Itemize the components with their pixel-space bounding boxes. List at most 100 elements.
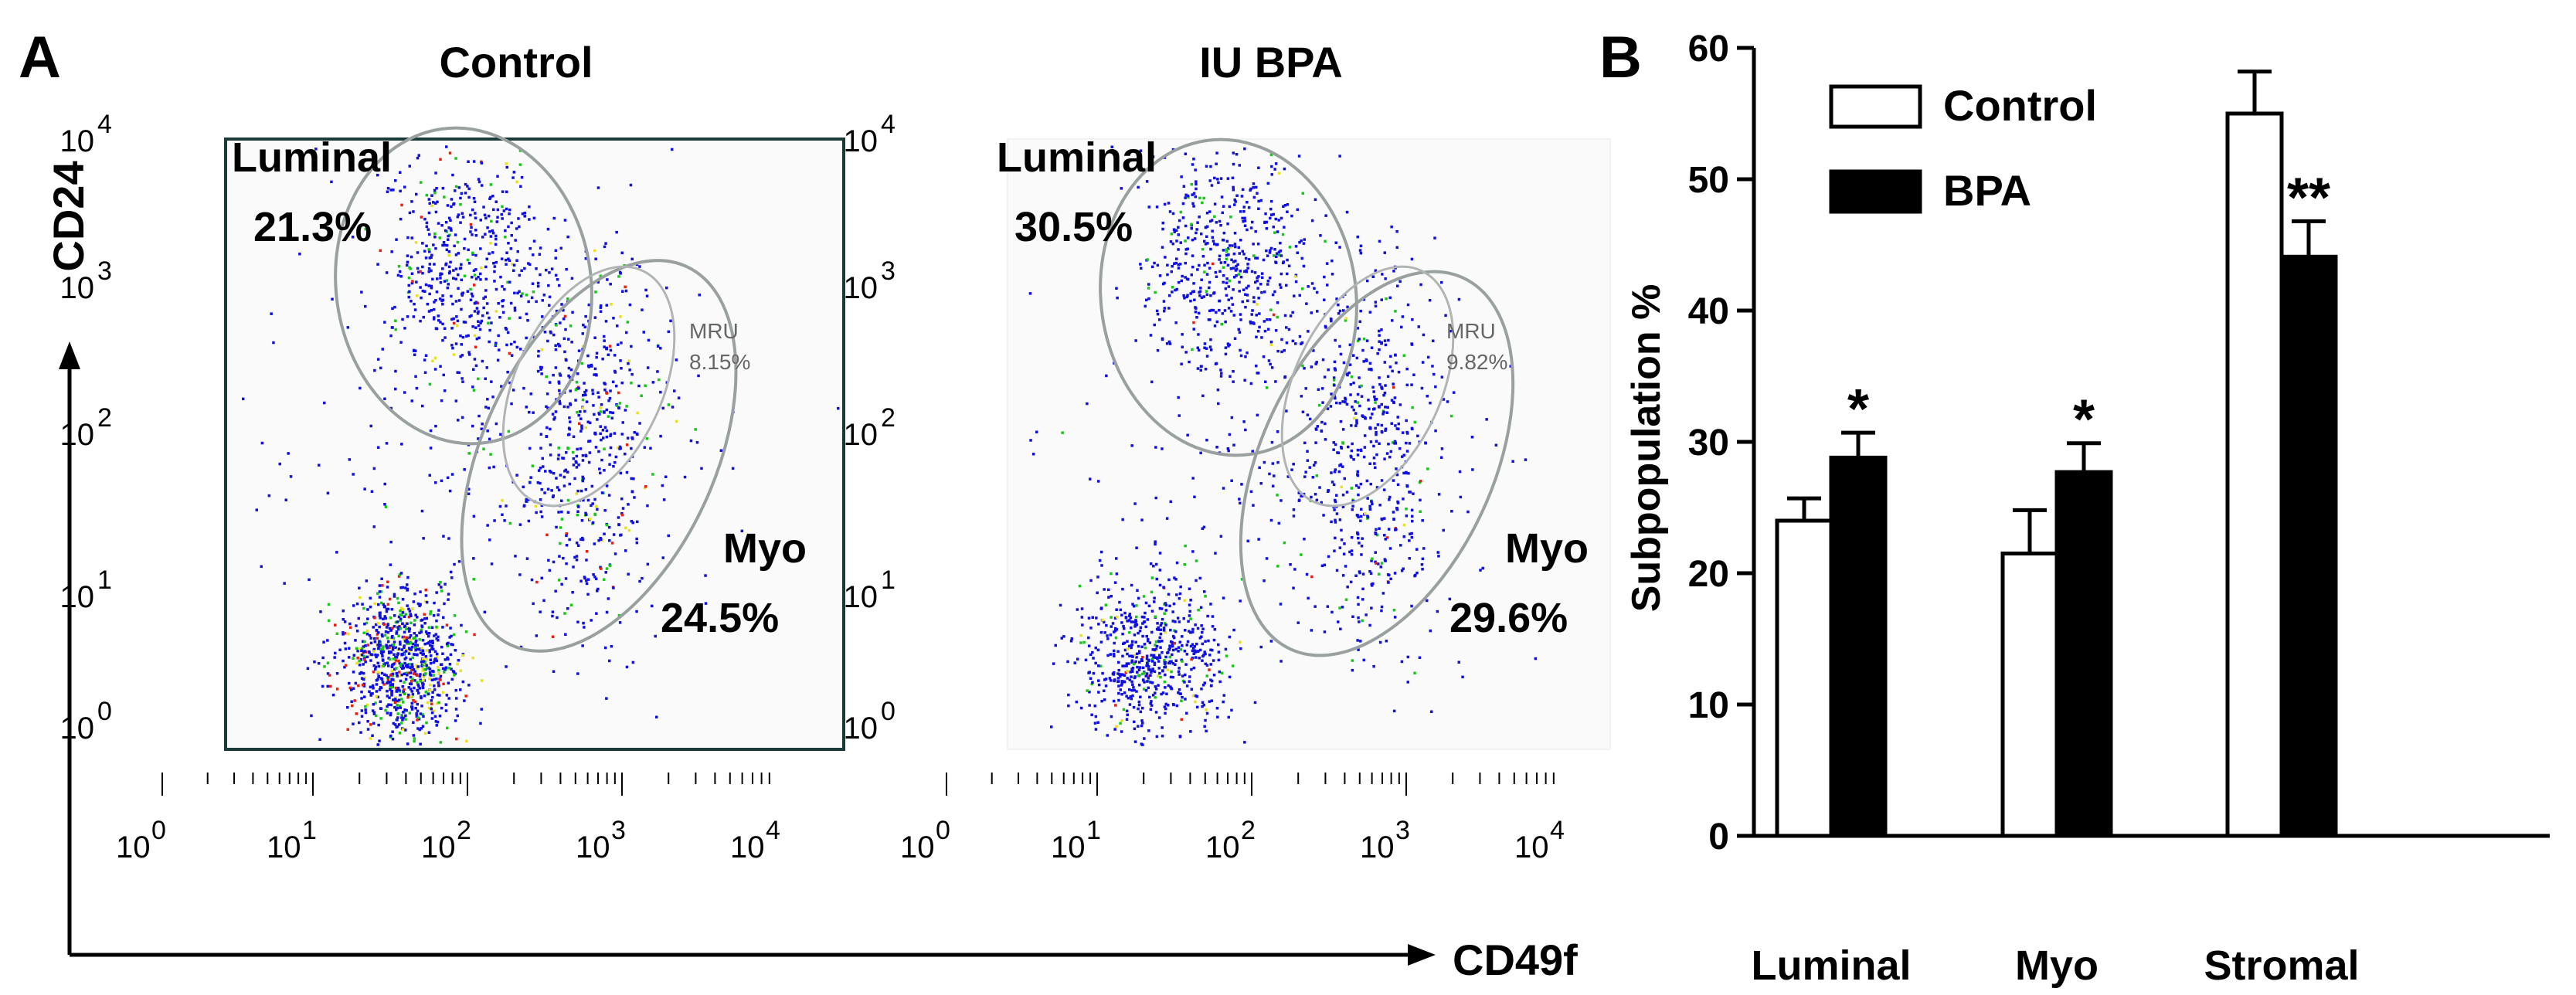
scatter-dot: [403, 708, 406, 711]
scatter-dot: [1050, 725, 1053, 728]
scatter-dot: [391, 674, 395, 677]
scatter-dot: [471, 233, 474, 236]
scatter-dot: [1405, 450, 1409, 453]
scatter-dot: [1159, 623, 1163, 627]
scatter-dot: [1212, 659, 1215, 662]
scatter-dot: [1184, 152, 1188, 155]
scatter-dot: [1188, 614, 1191, 617]
scatter-dot: [494, 260, 498, 264]
scatter-dot: [1163, 612, 1166, 615]
scatter-dot: [1184, 629, 1187, 632]
scatter-dot: [1337, 470, 1341, 474]
scatter-dot: [416, 674, 419, 677]
scatter-dot: [1374, 426, 1377, 430]
scatter-dot: [396, 686, 400, 690]
scatter-dot: [1351, 442, 1354, 446]
scatter-dot: [592, 404, 595, 407]
scatter-dot: [1256, 372, 1259, 375]
scatter-dot: [1386, 375, 1390, 379]
scatter-dot: [1232, 185, 1235, 189]
scatter-dot: [1375, 430, 1378, 434]
scatter-dot: [490, 321, 493, 324]
scatter-dot: [1164, 711, 1167, 715]
scatter-dot: [461, 380, 464, 383]
scatter-dot: [548, 569, 552, 572]
scatter-dot: [388, 597, 392, 601]
scatter-dot: [1303, 475, 1307, 478]
scatter-dot: [1276, 565, 1280, 568]
mru-gate: [501, 265, 676, 508]
scatter-dot: [1220, 195, 1224, 199]
scatter-dot: [359, 672, 362, 675]
scatter-dot: [1411, 514, 1414, 518]
scatter-dot: [1266, 318, 1269, 321]
scatter-dot: [501, 190, 505, 193]
scatter-dot: [1157, 684, 1160, 687]
scatter-dot: [1430, 710, 1433, 713]
scatter-dot: [579, 410, 582, 413]
scatter-dot: [1400, 325, 1403, 329]
scatter-dot: [408, 610, 412, 613]
scatter-dot: [519, 348, 522, 351]
scatter-dot: [1130, 675, 1133, 678]
scatter-dot: [360, 690, 363, 694]
scatter-dot: [1121, 587, 1124, 591]
scatter-dot: [1207, 639, 1210, 643]
scatter-dot: [1198, 263, 1201, 267]
scatter-dot: [1154, 656, 1157, 659]
scatter-dot: [1204, 243, 1208, 246]
scatter-dot: [415, 639, 418, 643]
scatter-dot: [476, 312, 480, 315]
y-axis-title: Subpopulation %: [1624, 284, 1669, 613]
scatter-dot: [1161, 617, 1164, 621]
scatter-dot: [386, 630, 390, 634]
scatter-dot: [435, 327, 439, 331]
scatter-dot: [1188, 360, 1191, 364]
scatter-dot: [494, 237, 498, 241]
scatter-dot: [1397, 427, 1400, 430]
scatter-dot: [1090, 682, 1093, 686]
scatter-dot: [454, 253, 458, 256]
scatter-dot: [1162, 586, 1165, 589]
scatter-dot: [1358, 249, 1362, 252]
scatter-dot: [1357, 486, 1361, 489]
scatter-dot: [1219, 177, 1223, 180]
scatter-dot: [1224, 320, 1227, 324]
scatter-dot: [378, 688, 382, 691]
scatter-dot: [574, 399, 577, 402]
scatter-dot: [1172, 228, 1176, 231]
scatter-dot: [1342, 552, 1346, 555]
scatter-dot: [381, 584, 384, 587]
scatter-dot: [575, 466, 579, 469]
scatter-dot: [405, 625, 408, 629]
scatter-dot: [406, 665, 410, 669]
scatter-dot: [1249, 226, 1253, 229]
scatter-dot: [1061, 431, 1064, 434]
scatter-dot: [657, 345, 660, 348]
plot-ticks: 10 010 110 210 310 410 0 10 1 10 2 10 3 10 4: [60, 110, 780, 864]
scatter-dot: [1110, 616, 1113, 619]
scatter-dot: [1192, 158, 1195, 161]
scatter-dot: [1139, 149, 1143, 152]
scatter-dot: [1446, 400, 1449, 403]
scatter-dot: [609, 411, 612, 414]
scatter-dot: [1316, 310, 1319, 313]
scatter-dot: [1271, 462, 1275, 465]
scatter-dot: [572, 435, 576, 438]
scatter-dot: [459, 221, 462, 224]
scatter-dot: [374, 667, 377, 671]
scatter-dot: [1375, 398, 1378, 401]
scatter-dot: [376, 622, 380, 625]
scatter-dot: [365, 579, 369, 582]
scatter-dot: [1296, 621, 1300, 624]
scatter-dot: [1162, 300, 1166, 303]
scatter-dot: [1140, 742, 1144, 745]
scatter-dot: [1233, 337, 1237, 340]
scatter-dot: [1277, 253, 1281, 256]
scatter-dot: [1405, 484, 1409, 488]
scatter-dot: [407, 295, 410, 299]
scatter-dot: [409, 657, 412, 661]
scatter-dot: [414, 375, 417, 379]
scatter-dot: [503, 519, 506, 522]
scatter-dot: [539, 273, 542, 277]
